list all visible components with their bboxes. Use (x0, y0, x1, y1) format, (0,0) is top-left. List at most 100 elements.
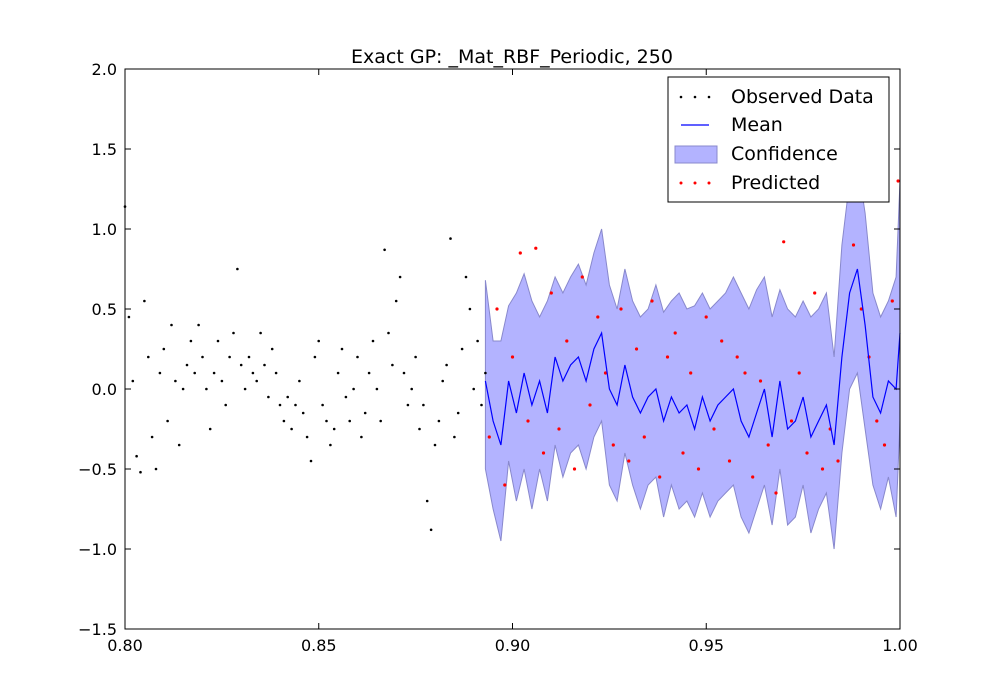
observed-point (205, 387, 208, 391)
predicted-point (743, 371, 747, 375)
predicted-point (580, 275, 584, 279)
mean-line-layer (484, 268, 901, 446)
predicted-point (541, 451, 546, 455)
observed-point (270, 347, 274, 351)
legend: Observed Data Mean Confidence Predicted (667, 76, 890, 203)
observed-point (166, 419, 169, 423)
observed-point (255, 379, 258, 383)
observed-point (410, 387, 414, 391)
observed-point (375, 387, 379, 391)
observed-point (243, 387, 247, 391)
predicted-point (526, 419, 530, 423)
legend-marker-observed-1 (679, 95, 683, 99)
predicted-point (859, 307, 863, 311)
observed-point (360, 435, 363, 439)
y-tick-label: −0.5 (78, 460, 117, 479)
predicted-point (712, 427, 716, 431)
predicted-point (549, 291, 553, 295)
observed-point (309, 459, 313, 463)
predicted-point (588, 403, 592, 407)
observed-point (224, 403, 227, 407)
legend-box (667, 76, 890, 203)
observed-point (147, 355, 150, 359)
observed-point (484, 371, 487, 375)
predicted-point (896, 179, 900, 183)
observed-point (228, 355, 231, 359)
observed-point (425, 499, 429, 503)
observed-point (445, 363, 448, 367)
observed-point (414, 355, 417, 359)
observed-point (282, 419, 286, 423)
predicted-point (611, 443, 615, 447)
predicted-point (681, 451, 685, 455)
y-tick-label: 0.0 (92, 380, 117, 399)
observed-point (321, 403, 324, 407)
observed-point (143, 299, 146, 303)
observed-point (189, 339, 193, 343)
observed-point (336, 371, 340, 375)
observed-point (185, 363, 189, 367)
predicted-point (518, 251, 522, 255)
predicted-point (642, 435, 646, 439)
predicted-point (836, 459, 840, 463)
predicted-layer (487, 179, 900, 495)
legend-label-observed: Observed Data (731, 86, 874, 108)
observed-point (135, 454, 138, 458)
observed-point (313, 355, 317, 359)
observed-point (247, 355, 251, 359)
predicted-point (851, 243, 856, 247)
predicted-point (782, 240, 786, 244)
x-axis: 0.80 0.85 0.90 0.95 1.00 (107, 69, 918, 655)
observed-point (174, 379, 177, 383)
predicted-point (758, 379, 763, 383)
predicted-point (495, 307, 499, 311)
predicted-point (634, 347, 639, 351)
observed-point (290, 427, 293, 431)
observed-point (406, 403, 410, 407)
y-tick-label: 2.0 (92, 60, 117, 79)
observed-point (433, 443, 437, 447)
legend-label-confidence: Confidence (731, 143, 838, 165)
observed-point (301, 411, 305, 415)
observed-point (348, 419, 352, 423)
predicted-point (727, 459, 732, 463)
observed-point (127, 315, 131, 319)
observed-point (278, 403, 282, 407)
y-tick-label: −1.0 (78, 540, 117, 559)
observed-point (150, 435, 154, 439)
observed-point (340, 347, 344, 351)
x-tick-label: 0.85 (301, 636, 337, 655)
observed-point (305, 435, 309, 439)
predicted-point (751, 475, 755, 479)
observed-point (294, 403, 297, 407)
observed-point (429, 528, 433, 532)
legend-label-predicted: Predicted (731, 172, 820, 194)
observed-point (251, 371, 255, 375)
observed-point (476, 339, 479, 343)
observed-point (344, 395, 348, 399)
legend-item-mean: Mean (681, 114, 783, 136)
observed-point (154, 467, 158, 471)
predicted-point (890, 299, 894, 303)
legend-item-observed: Observed Data (679, 86, 874, 108)
predicted-point (704, 315, 708, 319)
predicted-point (820, 467, 825, 471)
observed-data-layer (123, 205, 487, 532)
predicted-point (603, 371, 608, 375)
observed-point (220, 379, 224, 383)
predicted-point (789, 419, 794, 423)
observed-point (468, 307, 472, 311)
observed-point (236, 267, 239, 271)
x-tick-label: 0.80 (107, 636, 143, 655)
observed-point (181, 387, 185, 391)
legend-marker-predicted-1 (679, 181, 683, 185)
legend-marker-confidence (674, 145, 718, 164)
predicted-point (735, 355, 739, 359)
observed-point (352, 387, 355, 391)
observed-point (170, 323, 173, 327)
predicted-point (572, 467, 577, 471)
observed-point (239, 363, 243, 367)
y-axis: −1.5 −1.0 −0.5 0.0 0.5 1.0 1.5 2.0 (78, 60, 900, 639)
predicted-point (565, 339, 569, 343)
